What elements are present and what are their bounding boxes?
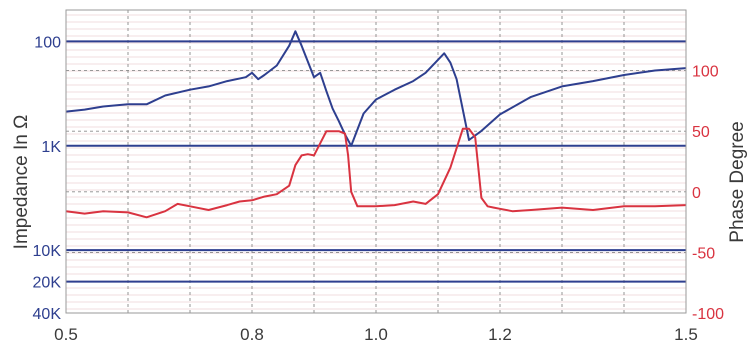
left-tick-label: 20K (33, 275, 62, 292)
series-layer (65, 30, 687, 219)
right-tick-label: -100 (692, 306, 724, 323)
left-tick-label: 100 (34, 34, 61, 51)
x-tick-label: 0.5 (54, 325, 78, 344)
left-tick-label: 10K (33, 243, 62, 260)
x-tick-label: 1.0 (364, 325, 388, 344)
impedance-series-line (65, 30, 687, 147)
x-tick-label: 1.2 (488, 325, 512, 344)
grid (66, 10, 686, 313)
right-tick-label: 0 (692, 185, 701, 202)
y-axis-right-label: Phase Degree (727, 121, 748, 243)
plot-frame (65, 9, 687, 314)
x-tick-label: 1.5 (674, 325, 698, 344)
right-tick-label: 50 (692, 124, 710, 141)
y-axis-left-label: Impedance In Ω (11, 114, 32, 250)
left-tick-label: 40K (33, 306, 62, 323)
tick-labels: 0.5 0.8 1.0 1.2 1.5 100 1K 10K 20K 40K 100 50 0 -50 -1… (33, 34, 725, 344)
phase-series-line (65, 127, 687, 219)
right-tick-label: -50 (692, 245, 715, 262)
x-tick-label: 0.8 (240, 325, 264, 344)
right-tick-label: 100 (692, 64, 719, 81)
left-tick-label: 1K (41, 139, 61, 156)
